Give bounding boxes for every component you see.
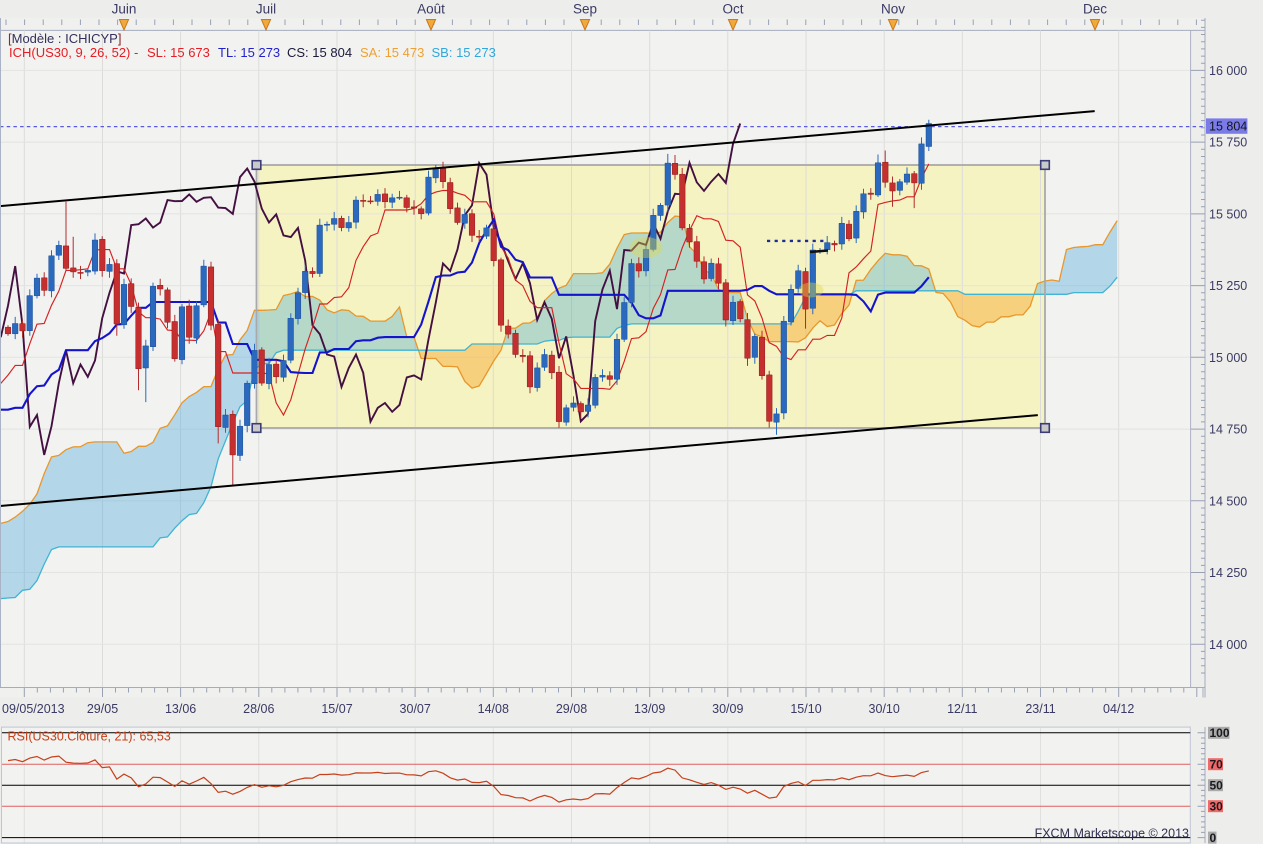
svg-text:15/07: 15/07 — [321, 702, 352, 716]
svg-text:13/06: 13/06 — [165, 702, 196, 716]
svg-text:Oct: Oct — [722, 2, 743, 17]
svg-text:TL: 15 273: TL: 15 273 — [218, 45, 280, 60]
svg-text:12/11: 12/11 — [947, 702, 977, 716]
svg-text:70: 70 — [1210, 758, 1224, 772]
svg-text:CS: 15 804: CS: 15 804 — [287, 45, 352, 60]
svg-text:04/12: 04/12 — [1103, 702, 1134, 716]
svg-text:SL: 15 673: SL: 15 673 — [147, 45, 210, 60]
svg-text:30/10: 30/10 — [869, 702, 900, 716]
svg-text:23/11: 23/11 — [1025, 702, 1055, 716]
svg-text:16 000: 16 000 — [1209, 64, 1247, 78]
svg-text:0: 0 — [1210, 831, 1217, 844]
svg-text:29/08: 29/08 — [556, 702, 587, 716]
svg-text:50: 50 — [1210, 779, 1224, 793]
svg-text:14/08: 14/08 — [478, 702, 509, 716]
svg-text:13/09: 13/09 — [634, 702, 665, 716]
svg-text:30/07: 30/07 — [400, 702, 431, 716]
svg-text:15 000: 15 000 — [1209, 351, 1247, 365]
svg-text:Nov: Nov — [881, 2, 905, 17]
svg-text:15 750: 15 750 — [1209, 136, 1247, 150]
svg-text:100: 100 — [1210, 726, 1230, 740]
svg-text:15 804: 15 804 — [1209, 120, 1247, 134]
svg-text:RSI(US30.Clôture, 21): 65,53: RSI(US30.Clôture, 21): 65,53 — [8, 730, 171, 744]
svg-text:14 000: 14 000 — [1209, 638, 1247, 652]
svg-text:28/06: 28/06 — [243, 702, 274, 716]
svg-text:29/05: 29/05 — [87, 702, 118, 716]
svg-text:SB: 15 273: SB: 15 273 — [432, 45, 496, 60]
svg-text:15 250: 15 250 — [1209, 279, 1247, 293]
svg-text:ICH(US30, 9, 26, 52) -: ICH(US30, 9, 26, 52) - — [9, 45, 138, 60]
svg-text:Août: Août — [417, 2, 445, 17]
svg-text:15 500: 15 500 — [1209, 207, 1247, 221]
svg-text:[Modèle : ICHICYP]: [Modèle : ICHICYP] — [8, 31, 121, 46]
svg-text:SA: 15 473: SA: 15 473 — [360, 45, 424, 60]
svg-text:Sep: Sep — [573, 2, 597, 17]
svg-text:FXCM Marketscope © 2013: FXCM Marketscope © 2013 — [1035, 827, 1189, 841]
svg-text:14 750: 14 750 — [1209, 423, 1247, 437]
svg-text:Dec: Dec — [1083, 2, 1107, 17]
svg-text:15/10: 15/10 — [790, 702, 821, 716]
svg-text:Juin: Juin — [112, 2, 137, 17]
svg-text:30: 30 — [1210, 800, 1224, 814]
svg-text:Juil: Juil — [256, 2, 276, 17]
svg-text:09/05/2013: 09/05/2013 — [2, 702, 65, 716]
svg-text:30/09: 30/09 — [712, 702, 743, 716]
svg-text:14 250: 14 250 — [1209, 566, 1247, 580]
svg-text:14 500: 14 500 — [1209, 494, 1247, 508]
